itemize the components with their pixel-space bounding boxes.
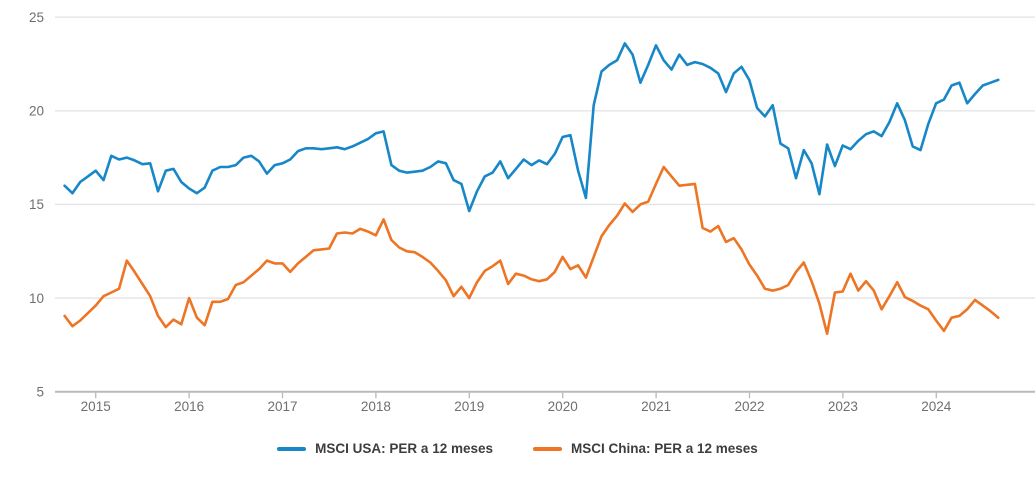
legend-label-msci-china: MSCI China: PER a 12 meses	[571, 441, 758, 456]
x-axis-label: 2019	[454, 399, 484, 414]
y-axis-label: 15	[29, 197, 44, 212]
x-axis-label: 2018	[361, 399, 391, 414]
legend-item-msci-china[interactable]: MSCI China: PER a 12 meses	[533, 441, 758, 456]
china-line-swatch-icon	[533, 446, 562, 451]
x-axis-label: 2020	[548, 399, 578, 414]
x-axis-label: 2024	[921, 399, 952, 414]
y-axis-label: 25	[29, 10, 44, 25]
x-axis-label: 2016	[174, 399, 204, 414]
series-line-msci-usa	[63, 42, 1000, 213]
series-line-msci-china	[63, 165, 1000, 336]
usa-line-swatch-icon	[277, 446, 307, 451]
x-axis-label: 2021	[641, 399, 671, 414]
x-axis-label: 2015	[81, 399, 111, 414]
x-axis-label: 2017	[267, 399, 297, 414]
y-axis-label: 5	[36, 384, 44, 399]
y-axis-label: 10	[29, 291, 44, 306]
y-axis-label: 20	[29, 104, 44, 119]
x-axis-label: 2022	[734, 399, 764, 414]
legend-item-msci-usa[interactable]: MSCI USA: PER a 12 meses	[277, 441, 493, 456]
chart-legend: MSCI USA: PER a 12 meses MSCI China: PER…	[0, 441, 1035, 456]
legend-label-msci-usa: MSCI USA: PER a 12 meses	[315, 441, 493, 456]
x-axis-label: 2023	[828, 399, 858, 414]
